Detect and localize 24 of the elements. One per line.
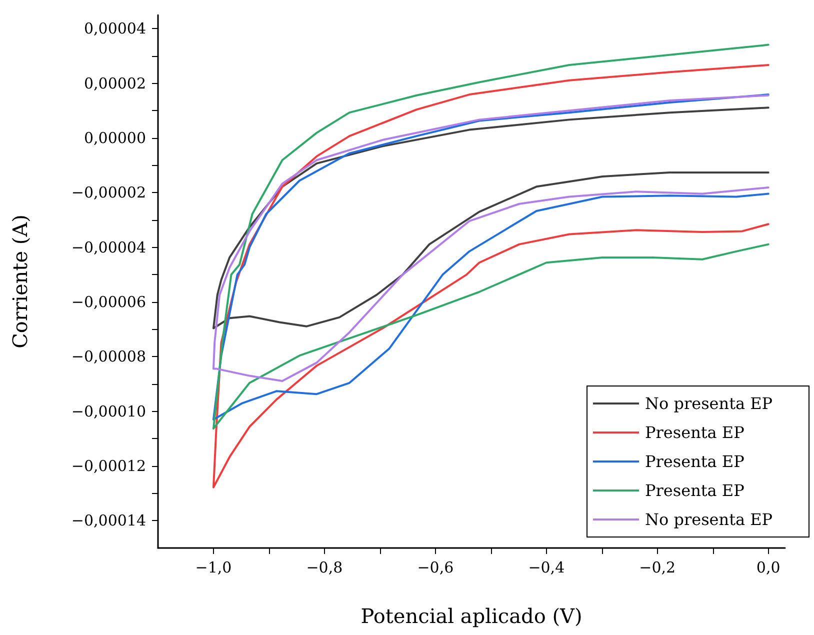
x-tick-label: 0,0 <box>756 558 780 576</box>
x-tick-label: −0,6 <box>417 558 454 576</box>
x-axis-title: Potencial aplicado (V) <box>360 604 582 628</box>
y-tick-label: −0,00006 <box>71 293 146 311</box>
y-axis-title: Corriente (A) <box>8 214 32 348</box>
line-series <box>212 106 770 330</box>
x-tick-label: −0,8 <box>306 558 343 576</box>
x-tick-label: −1,0 <box>195 558 232 576</box>
y-tick-label: −0,00008 <box>71 348 146 366</box>
y-tick-label: 0,00002 <box>84 74 146 92</box>
x-tick-label: −0,2 <box>639 558 676 576</box>
legend-label: Presenta EP <box>645 423 745 442</box>
legend-label: Presenta EP <box>645 481 745 500</box>
legend-label: No presenta EP <box>645 394 773 413</box>
y-tick-label: 0,00004 <box>84 20 146 38</box>
y-tick-label: −0,00014 <box>71 512 146 530</box>
legend-label: Presenta EP <box>645 452 745 471</box>
x-tick-label: −0,4 <box>528 558 565 576</box>
y-tick-label: 0,00000 <box>84 129 146 147</box>
y-tick-label: −0,00012 <box>71 457 146 475</box>
y-tick-label: −0,00010 <box>71 402 146 420</box>
legend-label: No presenta EP <box>645 510 773 529</box>
y-tick-label: −0,00002 <box>71 184 146 202</box>
y-tick-label: −0,00004 <box>71 238 146 256</box>
